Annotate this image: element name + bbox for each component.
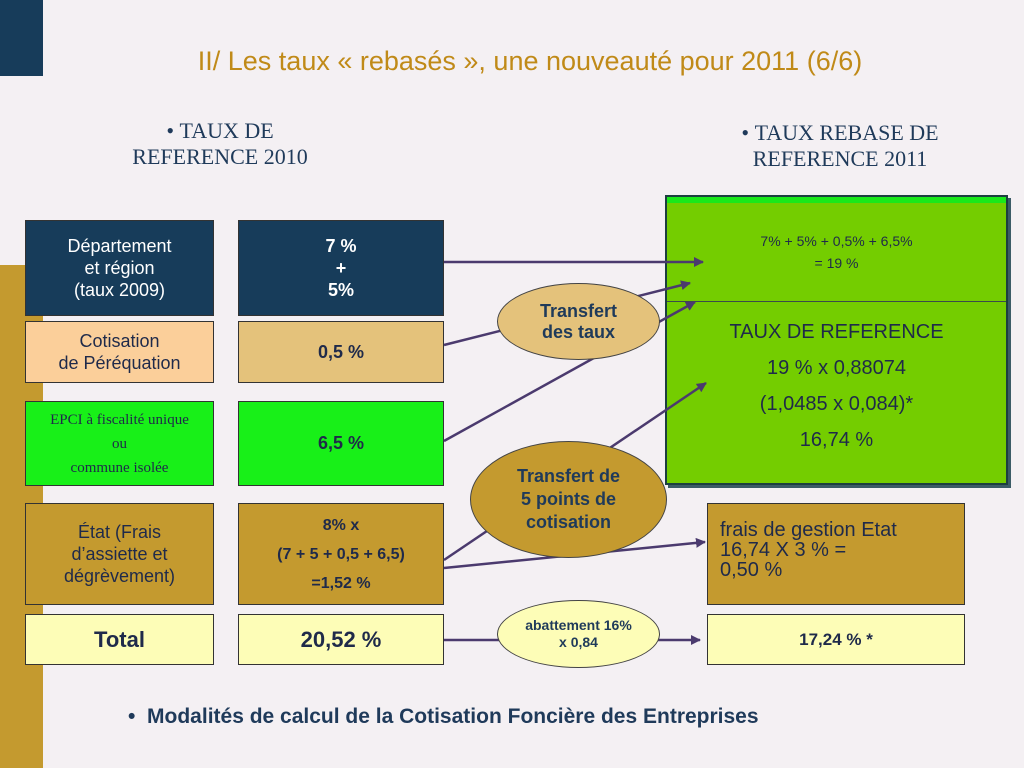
etat-value-box: 8% x (7 + 5 + 0,5 + 6,5) =1,52 % [238, 503, 444, 605]
panel-top-band [667, 197, 1006, 203]
total-label-box: Total [25, 614, 214, 665]
bullet-icon: • [166, 118, 175, 143]
abattement-ellipse: abattement 16% x 0,84 [497, 600, 660, 668]
reference-rate-text: TAUX DE REFERENCE 19 % x 0,88074 (1,0485… [729, 321, 944, 451]
cotisation-label-box: Cotisation de Péréquation [25, 321, 214, 383]
departement-label-box: Département et région (taux 2009) [25, 220, 214, 316]
corner-accent [0, 0, 43, 76]
departement-value-box: 7 % + 5% [238, 220, 444, 316]
etat-label-box: État (Frais d’assiette et dégrèvement) [25, 503, 214, 605]
rebased-formula: 7% + 5% + 0,5% + 6,5% = 19 % [760, 233, 913, 271]
frais-gestion-box: frais de gestion Etat 16,74 X 3 % = 0,50… [707, 503, 965, 605]
bullet-icon: • [741, 120, 750, 145]
rebased-rate-panel: 7% + 5% + 0,5% + 6,5% = 19 % TAUX DE REF… [665, 195, 1008, 485]
left-column-header: • TAUX DE REFERENCE 2010 [132, 118, 308, 169]
panel-divider [667, 301, 1006, 302]
transfert-taux-ellipse: Transfert des taux [497, 283, 660, 360]
bullet-icon: • [128, 705, 136, 728]
transfert-points-ellipse: Transfert de 5 points de cotisation [470, 441, 667, 558]
slide-title: II/ Les taux « rebasés », une nouveauté … [197, 46, 863, 76]
cotisation-value-box: 0,5 % [238, 321, 444, 383]
rebased-total-box: 17,24 % * [707, 614, 965, 665]
right-column-header: • TAUX REBASE DE REFERENCE 2011 [741, 120, 939, 171]
epci-value-box: 6,5 % [238, 401, 444, 486]
footer-bullet: • Modalités de calcul de la Cotisation F… [128, 705, 759, 728]
epci-label-box: EPCI à fiscalité unique ou commune isolé… [25, 401, 214, 486]
total-value-box: 20,52 % [238, 614, 444, 665]
